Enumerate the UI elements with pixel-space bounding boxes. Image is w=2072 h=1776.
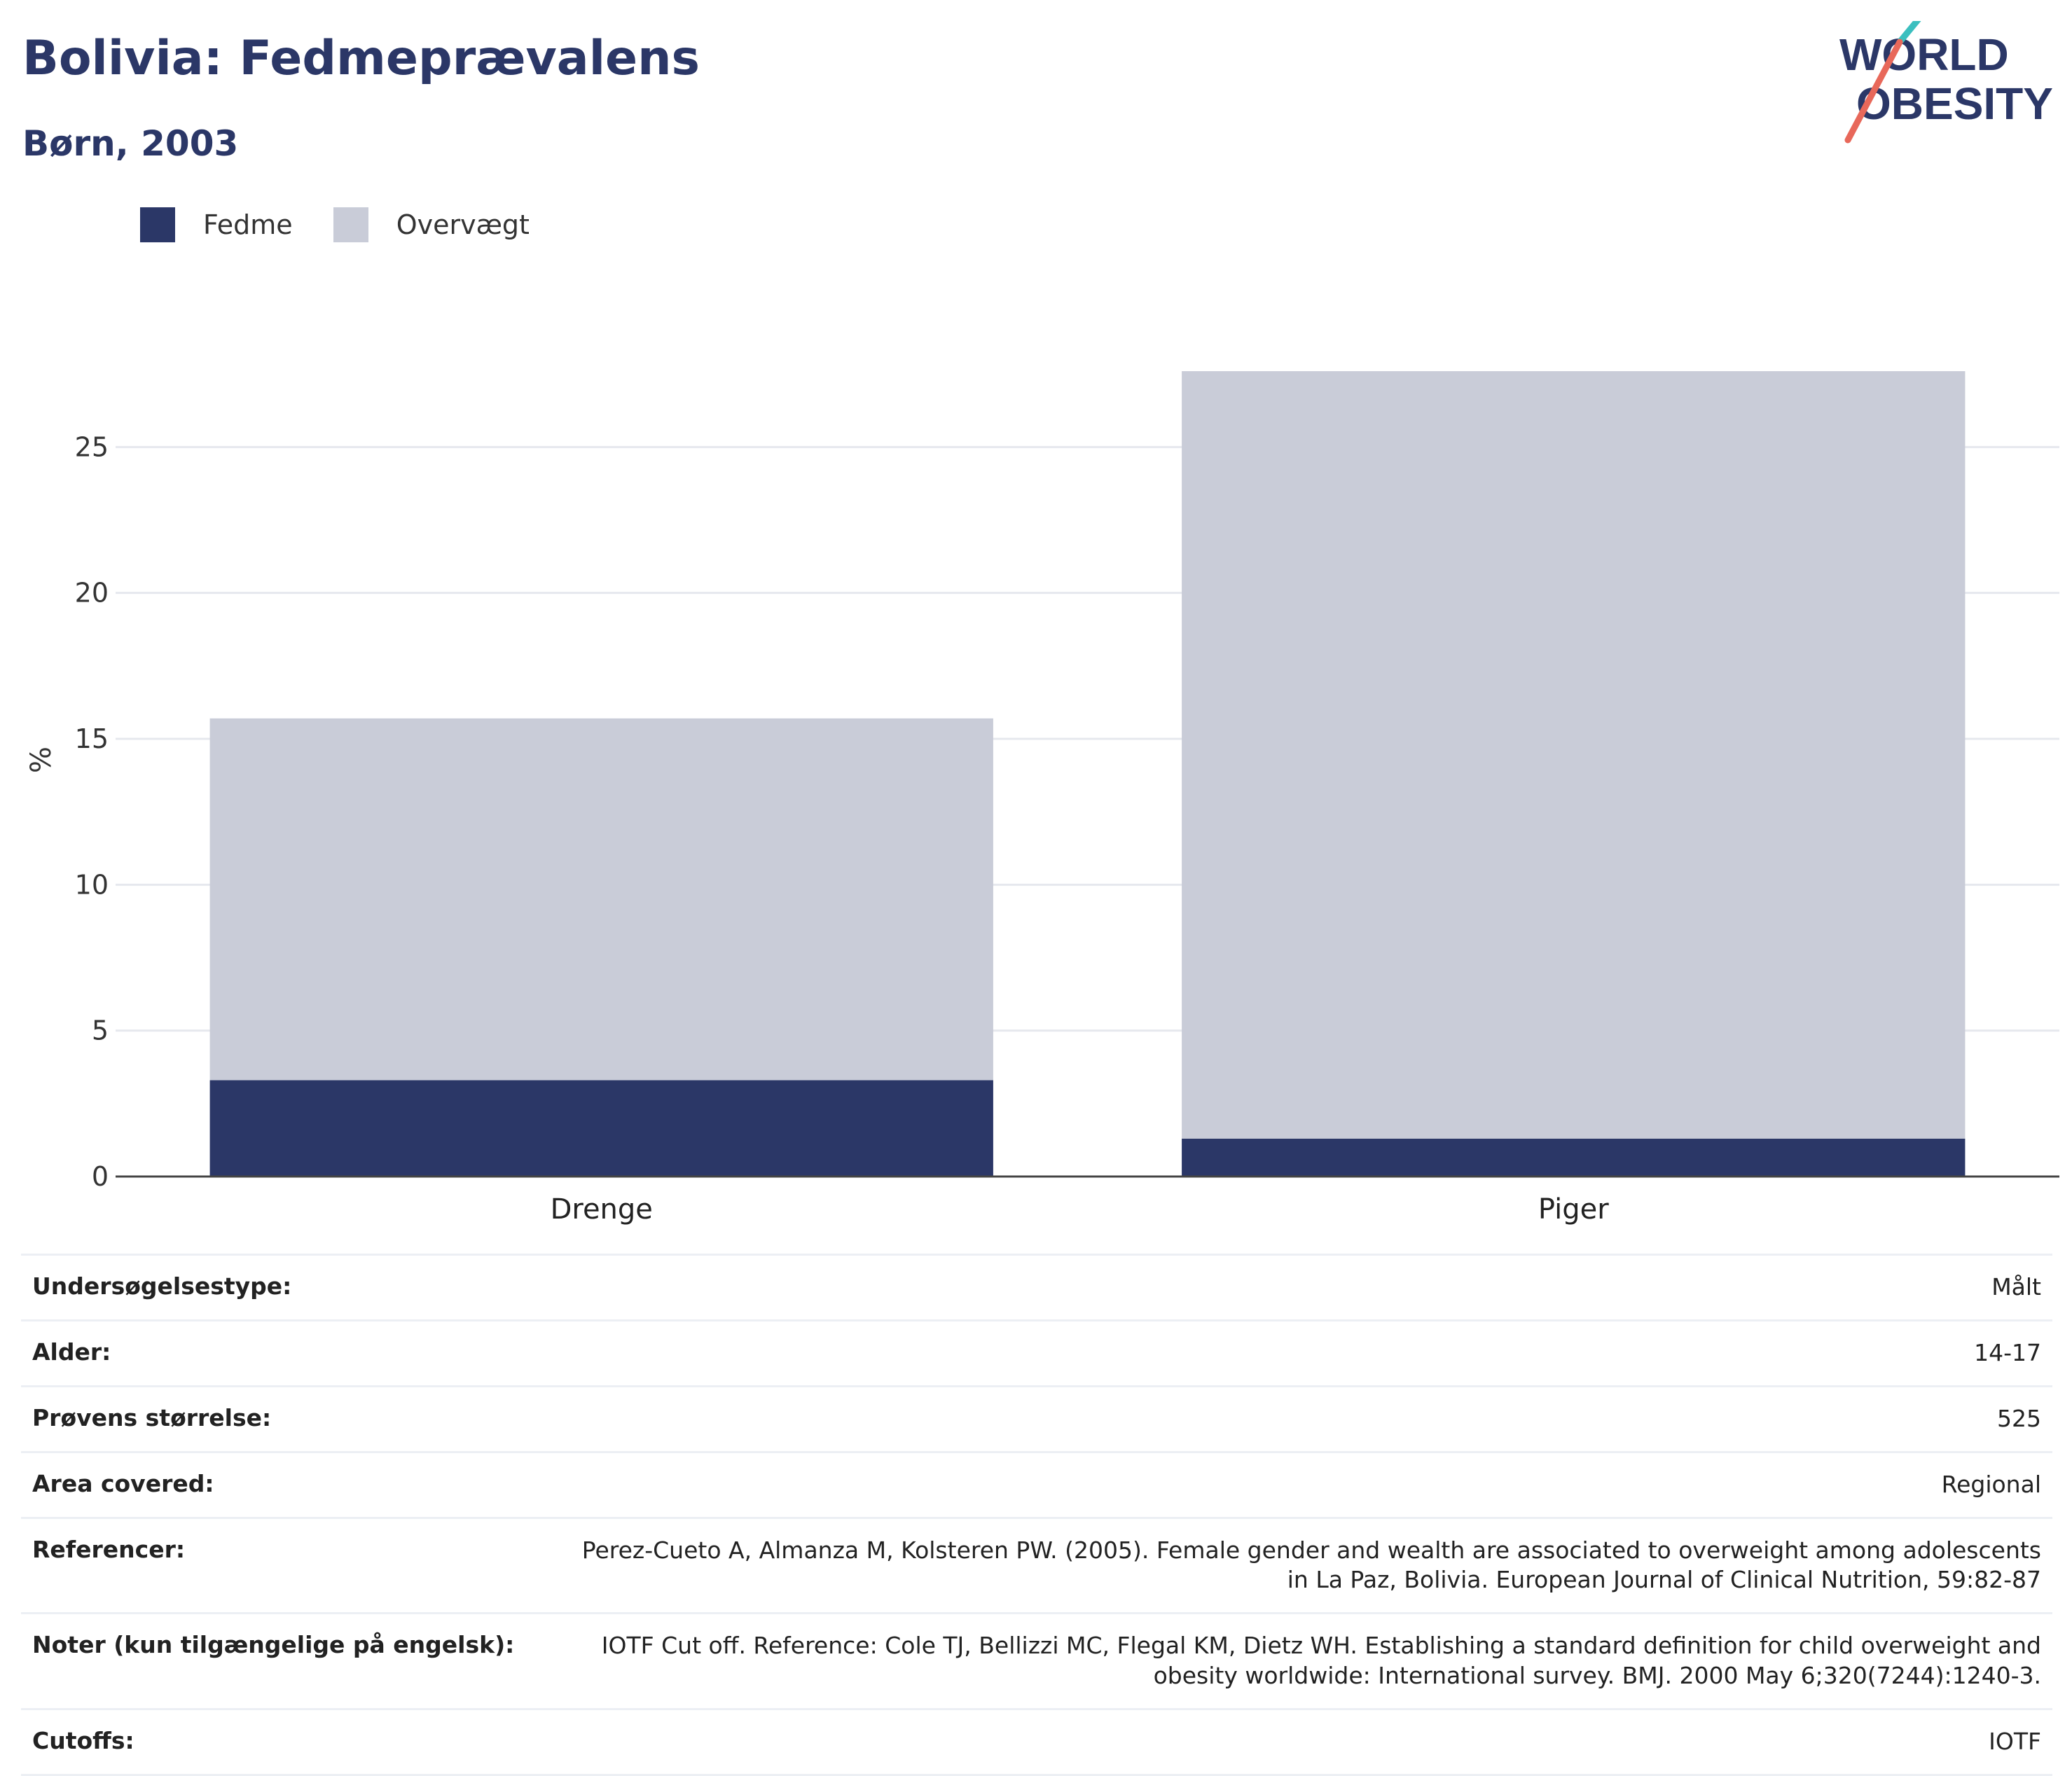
x-tick-label: Drenge — [551, 1193, 653, 1226]
info-value: Målt — [1991, 1273, 2041, 1300]
bar-overv-gt-drenge — [209, 718, 993, 1081]
bar-overv-gt-piger — [1182, 371, 1966, 1139]
info-row-survey-type: Undersøgelsestype: Målt — [21, 1254, 2052, 1319]
info-label: Area covered: — [32, 1469, 214, 1497]
legend-item-fedme[interactable]: Fedme — [140, 207, 293, 242]
info-value: IOTF — [1989, 1728, 2041, 1756]
info-value: Regional — [1941, 1470, 2041, 1498]
info-label: Noter (kun tilgængelige på engelsk): — [32, 1631, 515, 1659]
info-label: Prøvens størrelse: — [32, 1403, 272, 1431]
info-value: 525 — [1997, 1404, 2041, 1432]
page-subtitle: Børn, 2003 — [22, 123, 239, 164]
y-axis-label: % — [25, 747, 57, 773]
legend-label-fedme: Fedme — [203, 209, 293, 240]
info-value: 14-17 — [1974, 1338, 2041, 1366]
info-row-cutoffs: Cutoffs: IOTF — [21, 1708, 2052, 1776]
info-value: Perez-Cueto A, Almanza M, Kolsteren PW. … — [581, 1536, 2041, 1594]
y-tick-label: 0 — [92, 1161, 109, 1192]
legend-swatch-overvaegt — [333, 207, 368, 242]
svg-text:WORLD: WORLD — [1839, 29, 2009, 80]
y-tick-label: 20 — [75, 578, 109, 609]
info-row-sample-size: Prøvens størrelse: 525 — [21, 1385, 2052, 1451]
info-table: Undersøgelsestype: Målt Alder: 14-17 Prø… — [21, 1254, 2052, 1776]
info-label: Undersøgelsestype: — [32, 1272, 292, 1300]
world-obesity-logo: WORLD OBESITY — [1839, 21, 2053, 144]
legend-item-overvaegt[interactable]: Overvægt — [333, 207, 530, 242]
info-row-area: Area covered: Regional — [21, 1450, 2052, 1517]
info-label: Referencer: — [32, 1535, 186, 1563]
info-value: IOTF Cut off. Reference: Cole TJ, Belliz… — [601, 1632, 2041, 1690]
legend-swatch-fedme — [140, 207, 175, 242]
y-tick-label: 5 — [92, 1015, 109, 1046]
info-row-notes: Noter (kun tilgængelige på engelsk): IOT… — [21, 1612, 2052, 1708]
y-tick-label: 15 — [75, 723, 109, 754]
bar-chart: 0 5 10 15 20 25% Drenge Piger — [25, 371, 2059, 1226]
bar-fedme-drenge — [209, 1080, 993, 1177]
y-tick-label: 10 — [75, 869, 109, 900]
info-row-references: Referencer: Perez-Cueto A, Almanza M, Ko… — [21, 1516, 2052, 1613]
x-tick-label: Piger — [1538, 1193, 1609, 1226]
page-title: Bolivia: Fedmeprævalens — [22, 31, 700, 86]
info-row-age: Alder: 14-17 — [21, 1319, 2052, 1385]
y-tick-label: 25 — [75, 431, 109, 462]
info-label: Alder: — [32, 1338, 111, 1366]
svg-text:OBESITY: OBESITY — [1856, 78, 2053, 129]
info-label: Cutoffs: — [32, 1727, 134, 1755]
bar-fedme-piger — [1182, 1138, 1966, 1177]
chart-legend: Fedme Overvægt — [140, 207, 570, 242]
legend-label-overvaegt: Overvægt — [396, 209, 530, 240]
